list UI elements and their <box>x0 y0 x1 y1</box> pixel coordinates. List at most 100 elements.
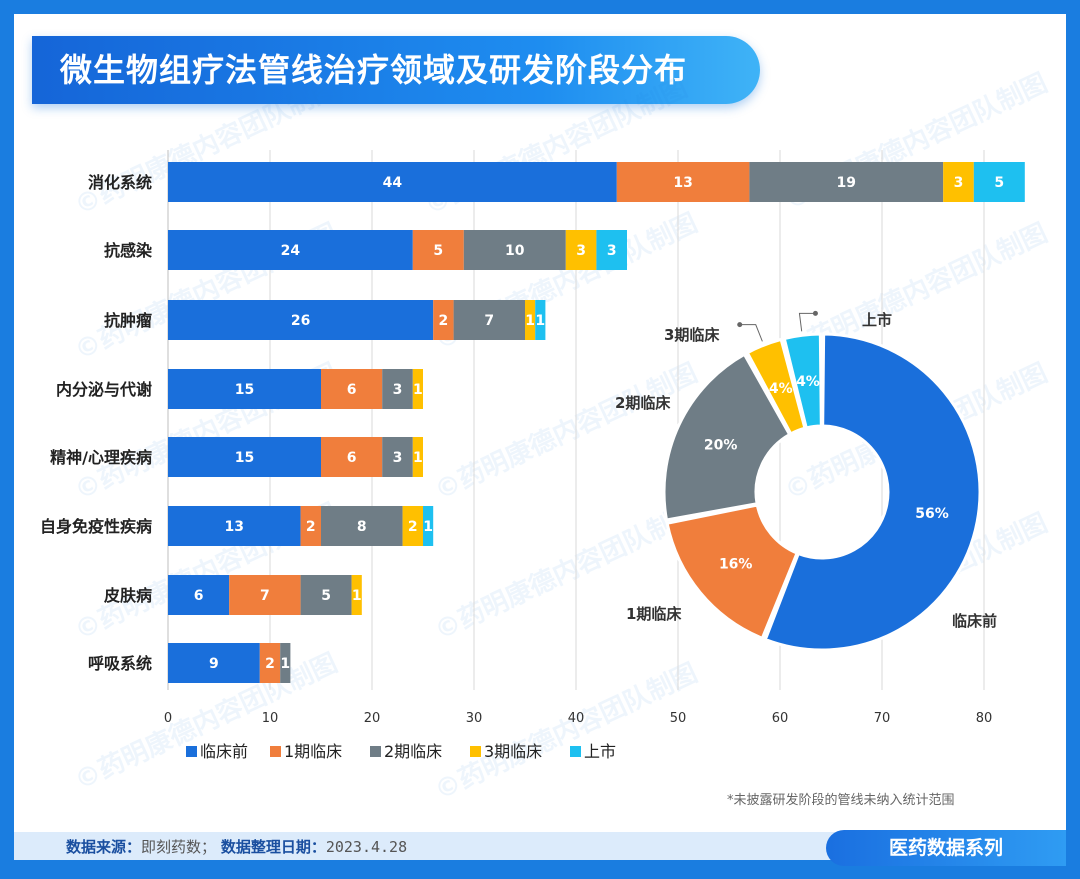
donut-leader-dot <box>737 322 743 328</box>
bar-segment <box>168 575 230 615</box>
bar-value-label: 19 <box>837 175 856 191</box>
bar-segment <box>168 300 434 340</box>
donut-category-label: 2期临床 <box>615 394 671 412</box>
legend-label: 3期临床 <box>484 742 542 761</box>
bar-value-label: 2 <box>265 656 275 672</box>
date-label: 数据整理日期： <box>220 838 326 856</box>
bar-segment <box>596 230 627 270</box>
bar-value-label: 2 <box>306 519 316 535</box>
bar-segment <box>453 300 525 340</box>
bar-segment <box>300 575 352 615</box>
bar-value-label: 24 <box>281 243 301 259</box>
x-tick-label: 30 <box>466 711 483 726</box>
category-label: 抗肿瘤 <box>104 311 152 330</box>
bar-segment <box>973 162 1025 202</box>
x-tick-label: 70 <box>874 711 891 726</box>
bar-value-label: 1 <box>423 519 433 535</box>
x-tick-label: 80 <box>976 711 993 726</box>
category-label: 内分泌与代谢 <box>56 380 152 399</box>
category-label: 自身免疫性疾病 <box>40 517 152 536</box>
bar-segment <box>321 369 383 409</box>
bar-value-label: 13 <box>225 519 244 535</box>
category-label: 皮肤病 <box>103 586 152 605</box>
donut-value-label: 4% <box>796 374 820 390</box>
donut-value-label: 4% <box>769 381 793 397</box>
bar-segment <box>280 643 291 683</box>
legend-swatch <box>470 746 481 757</box>
bar-segment <box>433 300 454 340</box>
donut-value-label: 16% <box>719 556 753 572</box>
bar-segment <box>565 230 597 270</box>
donut-value-label: 20% <box>704 437 738 453</box>
legend-swatch <box>270 746 281 757</box>
watermark-text: ©药明康德内容团队制图 <box>430 357 702 506</box>
bar-segment <box>168 437 321 477</box>
source-value: 即刻药数； <box>141 838 217 856</box>
bar-segment <box>259 643 281 683</box>
bar-value-label: 5 <box>433 243 443 259</box>
bar-segment <box>168 643 260 683</box>
legend-label: 上市 <box>584 742 616 761</box>
x-tick-label: 20 <box>364 711 381 726</box>
x-tick-label: 10 <box>262 711 279 726</box>
bar-segment <box>168 506 301 546</box>
bar-segment <box>168 369 321 409</box>
donut-category-label: 3期临床 <box>664 326 720 344</box>
footnote: *未披露研发阶段的管线未纳入统计范围 <box>727 793 955 808</box>
bar-value-label: 1 <box>413 382 423 398</box>
bar-value-label: 3 <box>607 243 617 259</box>
bar-value-label: 26 <box>291 313 310 329</box>
legend-swatch <box>186 746 197 757</box>
legend-label: 2期临床 <box>384 742 442 761</box>
chart-legend: 临床前 1期临床 2期临床 3期临床 上市 <box>186 742 616 761</box>
donut-value-label: 56% <box>915 506 949 522</box>
bar-value-label: 8 <box>357 519 367 535</box>
bar-segment <box>168 230 413 270</box>
category-label: 消化系统 <box>88 173 152 192</box>
bar-value-label: 2 <box>408 519 418 535</box>
bar-segment <box>321 437 383 477</box>
donut-leader-line <box>798 312 816 332</box>
legend-label: 临床前 <box>200 742 248 761</box>
donut-category-label: 上市 <box>862 311 892 329</box>
donut-slice <box>665 503 800 641</box>
donut-leader-dot <box>812 310 818 316</box>
category-label: 精神/心理疾病 <box>50 448 152 467</box>
bar-value-label: 44 <box>383 175 403 191</box>
donut-slice <box>782 332 823 430</box>
watermark-text: ©药明康德内容团队制图 <box>430 657 702 806</box>
x-tick-label: 50 <box>670 711 687 726</box>
donut-slice <box>662 352 792 522</box>
bar-value-label: 9 <box>209 656 219 672</box>
bar-value-label: 10 <box>505 243 525 259</box>
bar-segment <box>351 575 362 615</box>
x-tick-label: 0 <box>164 711 172 726</box>
bar-segment <box>412 230 464 270</box>
bar-value-label: 6 <box>347 450 357 466</box>
title-banner: 微生物组疗法管线治疗领域及研发阶段分布 <box>32 36 760 104</box>
bar-value-label: 5 <box>321 588 331 604</box>
donut-leader-line <box>739 324 763 342</box>
bar-value-label: 15 <box>235 450 254 466</box>
legend-swatch <box>570 746 581 757</box>
bar-segment <box>382 437 413 477</box>
bar-segment <box>525 300 536 340</box>
bar-segment <box>321 506 403 546</box>
bar-segment <box>463 230 566 270</box>
bar-value-label: 1 <box>352 588 362 604</box>
bar-value-label: 7 <box>484 313 494 329</box>
bar-segment <box>402 506 423 546</box>
bar-segment <box>382 369 413 409</box>
bar-segment <box>943 162 974 202</box>
bar-value-label: 2 <box>439 313 449 329</box>
x-tick-label: 60 <box>772 711 789 726</box>
bar-segment <box>423 506 434 546</box>
bar-segment <box>300 506 321 546</box>
bar-value-label: 6 <box>194 588 204 604</box>
bar-value-label: 1 <box>413 450 423 466</box>
bar-value-label: 6 <box>347 382 357 398</box>
category-label: 抗感染 <box>104 241 153 260</box>
bar-segment <box>749 162 944 202</box>
